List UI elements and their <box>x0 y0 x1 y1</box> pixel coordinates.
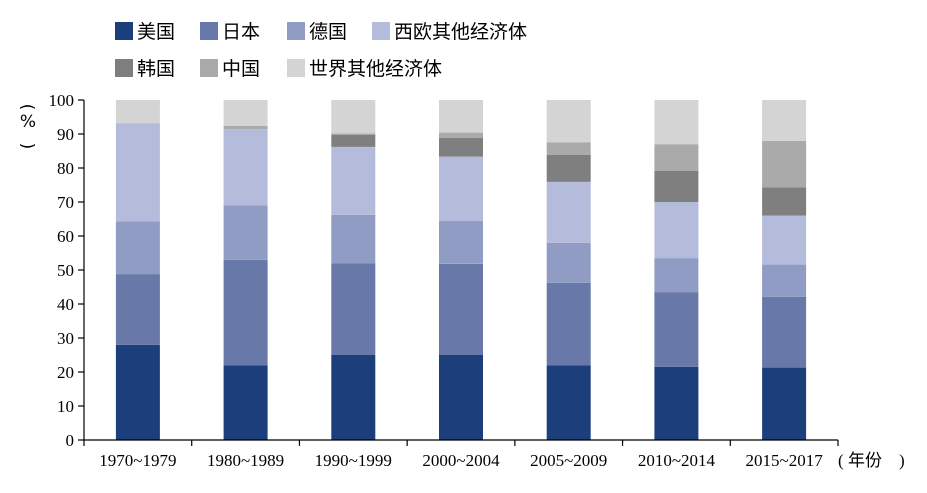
bar-segment-1-1 <box>223 259 268 366</box>
legend-swatch-1 <box>200 22 218 40</box>
bar-segment-5-1 <box>223 125 268 130</box>
legend-label-6: 世界其他经济体 <box>309 58 442 80</box>
y-tick-label-4: 40 <box>57 295 74 314</box>
bar-segment-6-3 <box>439 100 483 133</box>
bar-segment-2-2 <box>331 214 376 264</box>
legend-swatch-3 <box>372 22 390 40</box>
x-tick-label-4: 2005~2009 <box>530 451 607 470</box>
bar-segment-5-2 <box>331 133 376 135</box>
bar-segment-0-0 <box>115 344 160 440</box>
legend-label-4: 韩国 <box>137 58 175 80</box>
bar-segment-2-4 <box>546 242 591 283</box>
bar-segment-3-5 <box>654 202 699 259</box>
y-tick-label-2: 20 <box>57 363 74 382</box>
axes: 0 10 20 30 40 50 60 70 80 90 100 1970~1979 1980~1989… <box>49 91 839 470</box>
bar-segment-1-6 <box>762 296 807 368</box>
legend-label-0: 美国 <box>137 21 175 43</box>
bar-segment-4-6 <box>762 187 807 216</box>
x-axis-title: 年份 <box>848 451 882 471</box>
bar-segment-5-5 <box>654 144 699 171</box>
bar-segment-1-0 <box>115 274 160 345</box>
legend-swatch-6 <box>287 59 305 77</box>
bar-segment-0-3 <box>439 355 483 440</box>
y-tick-label-6: 60 <box>57 227 74 246</box>
bar-segment-2-6 <box>762 264 807 297</box>
bar-segment-5-3 <box>439 132 483 138</box>
legend-label-1: 日本 <box>222 21 260 43</box>
x-tick-label-3: 2000~2004 <box>422 451 500 470</box>
bars <box>115 100 807 440</box>
legend-label-5: 中国 <box>222 58 260 80</box>
legend-swatch-0 <box>115 22 133 40</box>
y-tick-label-10: 100 <box>49 91 75 110</box>
legend-label-3: 西欧其他经济体 <box>394 21 527 43</box>
bar-segment-2-3 <box>439 221 483 264</box>
x-tick-label-5: 2010~2014 <box>638 451 716 470</box>
bar-segment-1-3 <box>439 263 483 355</box>
bar-segment-0-1 <box>223 365 268 440</box>
bar-segment-3-6 <box>762 215 807 265</box>
bar-segment-3-2 <box>331 146 376 215</box>
y-tick-label-9: 90 <box>57 125 74 144</box>
x-axis-title-paren-open: ( <box>838 451 844 470</box>
bar-segment-3-0 <box>115 123 160 222</box>
bar-segment-0-2 <box>331 355 376 440</box>
bar-segment-4-5 <box>654 170 699 202</box>
x-tick-label-6: 2015~2017 <box>746 451 824 470</box>
y-axis-title: % <box>20 112 36 132</box>
y-tick-label-1: 10 <box>57 397 74 416</box>
legend-label-2: 德国 <box>309 21 347 43</box>
x-tick-label-2: 1990~1999 <box>315 451 392 470</box>
y-tick-label-8: 80 <box>57 159 74 178</box>
bar-segment-0-4 <box>546 365 591 440</box>
y-axis-title-paren-close: ) <box>17 143 37 150</box>
bar-segment-1-4 <box>546 282 591 366</box>
y-tick-label-5: 50 <box>57 261 74 280</box>
y-axis-title-paren-open: ( <box>17 104 37 111</box>
bar-segment-6-4 <box>546 100 591 143</box>
bar-segment-4-3 <box>439 137 483 157</box>
bar-segment-5-6 <box>762 140 807 188</box>
bar-segment-0-6 <box>762 367 807 440</box>
legend-swatch-5 <box>200 59 218 77</box>
bar-segment-4-4 <box>546 154 591 182</box>
bar-segment-3-4 <box>546 181 591 243</box>
bar-segment-6-6 <box>762 100 807 141</box>
bar-segment-0-5 <box>654 366 699 440</box>
x-axis-title-paren-close: ) <box>899 451 905 470</box>
bar-segment-1-2 <box>331 263 376 355</box>
x-tick-label-0: 1970~1979 <box>99 451 176 470</box>
bar-segment-6-1 <box>223 100 268 126</box>
bar-segment-6-5 <box>654 100 699 145</box>
bar-segment-2-5 <box>654 258 699 293</box>
x-tick-label-1: 1980~1989 <box>207 451 284 470</box>
bar-segment-4-2 <box>331 135 376 147</box>
y-tick-label-0: 0 <box>66 431 75 450</box>
bar-segment-3-1 <box>223 129 268 206</box>
y-tick-label-7: 70 <box>57 193 74 212</box>
bar-segment-2-1 <box>223 205 268 260</box>
y-tick-label-3: 30 <box>57 329 74 348</box>
bar-segment-1-5 <box>654 292 699 367</box>
legend-swatch-2 <box>287 22 305 40</box>
bar-segment-6-2 <box>331 100 376 134</box>
bar-segment-6-0 <box>115 100 160 124</box>
legend-swatch-4 <box>115 59 133 77</box>
bar-segment-2-0 <box>115 221 160 275</box>
bar-segment-3-3 <box>439 156 483 222</box>
bar-segment-5-4 <box>546 142 591 155</box>
